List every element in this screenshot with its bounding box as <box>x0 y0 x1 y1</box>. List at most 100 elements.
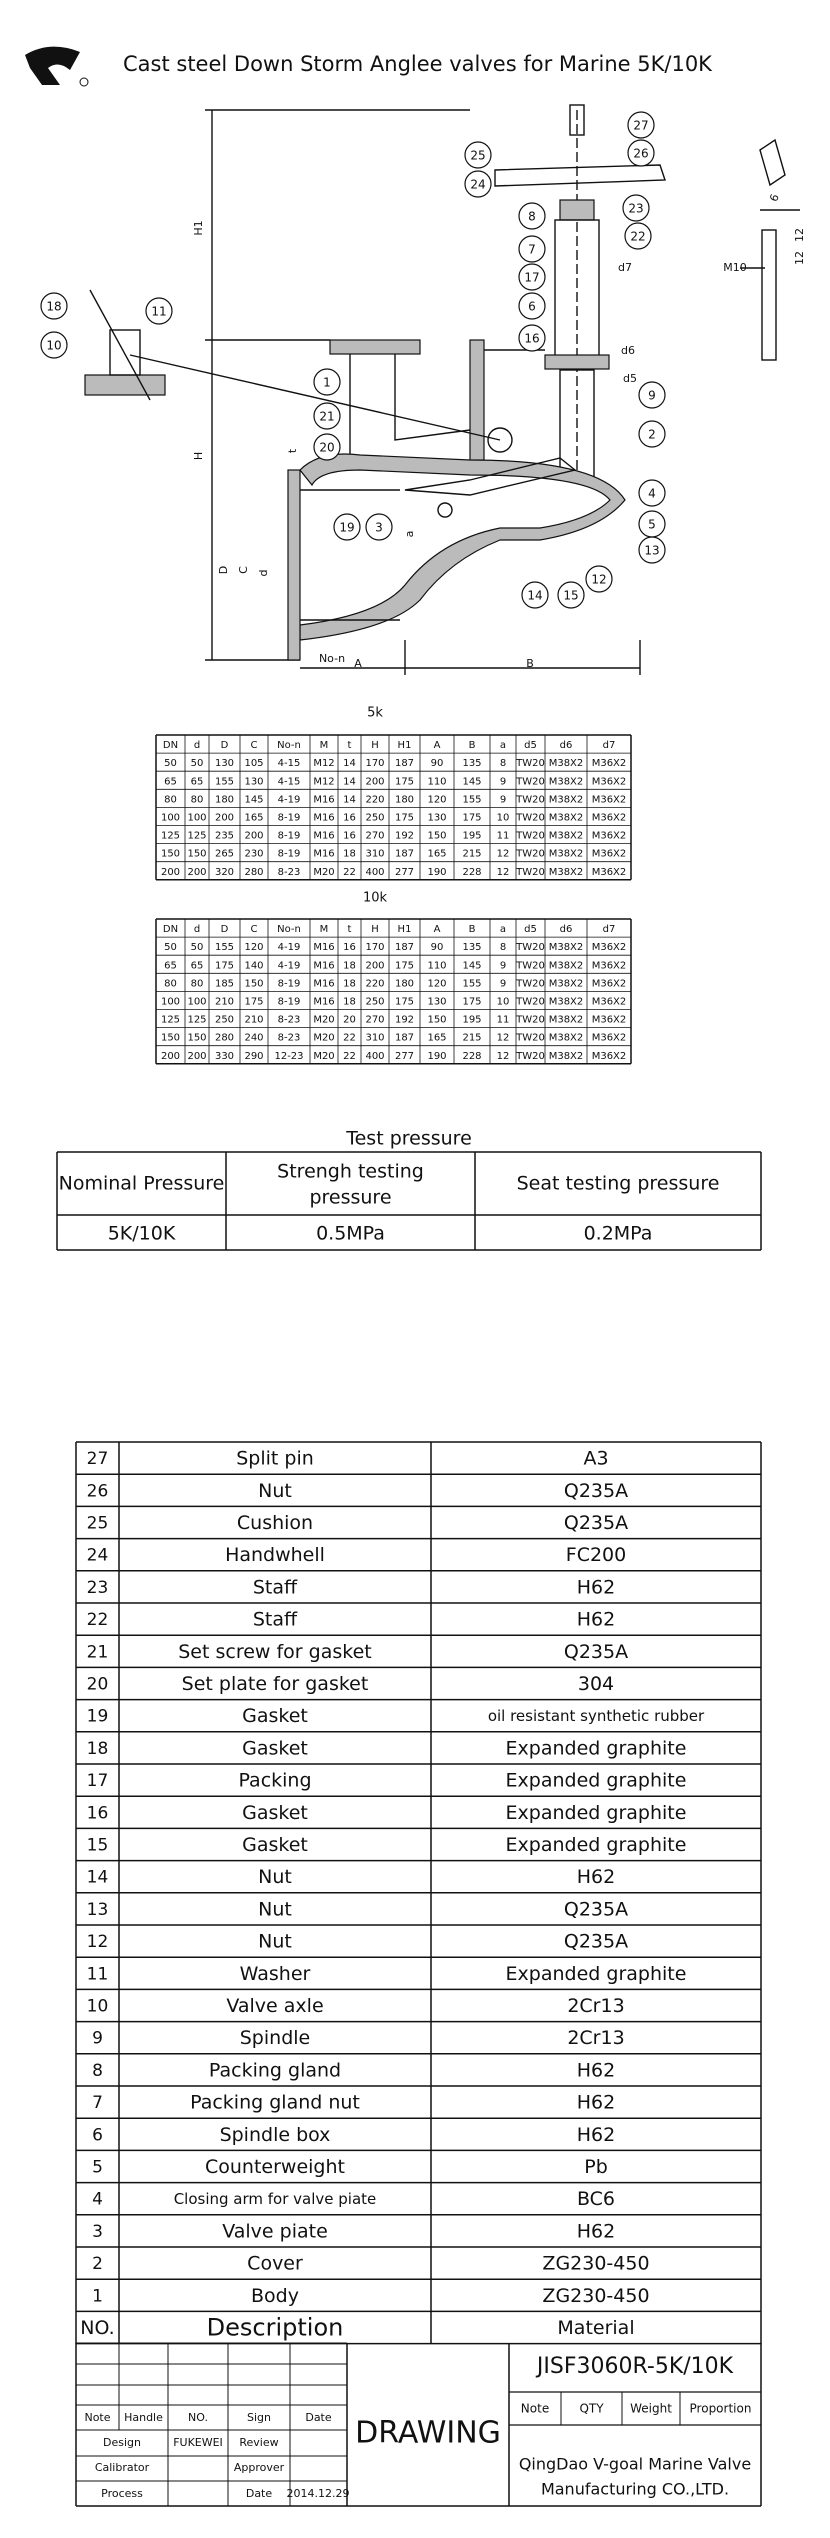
cell-text: Expanded graphite <box>506 1770 687 1792</box>
cell-text: 100 <box>187 812 206 823</box>
cell-text: 210 <box>244 1015 263 1026</box>
callout-number: 14 <box>527 589 542 603</box>
cell-text: 3 <box>92 2222 103 2242</box>
cell-text: 24 <box>87 1546 109 1566</box>
cell-text: 155 <box>215 776 234 787</box>
cell-text: 18 <box>343 849 356 860</box>
cell-text: 120 <box>427 978 446 989</box>
cell-text: 6 <box>92 2125 103 2145</box>
callout-circle <box>313 433 341 461</box>
cell-text: 175 <box>215 960 234 971</box>
cell-text: 130 <box>244 776 263 787</box>
table-label: 10k <box>363 891 388 906</box>
cell-text: 8 <box>500 942 506 953</box>
cell-text: Review <box>239 2436 278 2449</box>
cell-text: 20 <box>87 1675 109 1695</box>
cell-text: 175 <box>462 996 481 1007</box>
cell-text: M36X2 <box>592 996 627 1007</box>
cell-text: 200 <box>215 812 234 823</box>
callout-circle <box>557 581 585 609</box>
cell-text: 4-15 <box>278 758 301 769</box>
cell-text: 145 <box>462 776 481 787</box>
cell-text: 220 <box>365 978 384 989</box>
column-header: Material <box>557 2317 634 2339</box>
cell-text: H62 <box>577 1866 615 1888</box>
cell-text: M38X2 <box>549 758 584 769</box>
cell-text: 304 <box>578 1673 614 1695</box>
cell-text: 270 <box>365 1015 384 1026</box>
cell-text: M36X2 <box>592 1051 627 1062</box>
column-header: pressure <box>309 1187 391 1209</box>
cell-text: 16 <box>343 812 356 823</box>
cell-text: 265 <box>215 849 234 860</box>
cell-text: 250 <box>365 812 384 823</box>
callout-circle <box>585 565 613 593</box>
cell-text: Proportion <box>690 2402 752 2416</box>
column-header: Strengh testing <box>277 1161 424 1183</box>
cell-text: 18 <box>343 960 356 971</box>
cell-text: 187 <box>395 942 414 953</box>
cell-text: 16 <box>343 831 356 842</box>
cell-text: 8 <box>500 758 506 769</box>
cell-text: 150 <box>187 1033 206 1044</box>
cell-text: Nut <box>258 1898 292 1920</box>
cell-text: 18 <box>343 996 356 1007</box>
cell-text: FC200 <box>566 1544 626 1566</box>
cell-text: M38X2 <box>549 776 584 787</box>
cell-text: 22 <box>343 867 356 878</box>
cell-text: 12 <box>497 1051 510 1062</box>
cell-text: 165 <box>427 849 446 860</box>
cell-text: 2014.12.29 <box>287 2487 350 2500</box>
column-header: t <box>348 924 352 935</box>
callout-number: 18 <box>46 300 61 314</box>
callout-number: 6 <box>528 300 536 314</box>
cell-text: M16 <box>313 812 334 823</box>
cell-text: TW20 <box>515 849 545 860</box>
cell-text: M16 <box>313 942 334 953</box>
cell-text: oil resistant synthetic rubber <box>488 1707 705 1725</box>
cell-text: 22 <box>343 1033 356 1044</box>
cell-text: Sign <box>247 2411 271 2424</box>
cell-text: Gasket <box>242 1705 308 1727</box>
cell-text: M16 <box>313 978 334 989</box>
cell-text: 145 <box>462 960 481 971</box>
cell-text: 180 <box>215 794 234 805</box>
cell-text: M36X2 <box>592 942 627 953</box>
cell-text: 8-23 <box>278 1015 301 1026</box>
column-header: d6 <box>560 924 573 935</box>
cell-text: TW20 <box>515 1015 545 1026</box>
callout-number: 1 <box>323 376 331 390</box>
cell-text: A3 <box>583 1448 608 1470</box>
cell-text: M38X2 <box>549 942 584 953</box>
callout-number: 27 <box>633 119 648 133</box>
cell-text: 130 <box>427 996 446 1007</box>
cell-text: H62 <box>577 2220 615 2242</box>
cell-text: H62 <box>577 2059 615 2081</box>
cell-text: TW20 <box>515 831 545 842</box>
column-header: NO. <box>80 2317 114 2339</box>
cell-text: Spindle <box>240 2027 310 2049</box>
cell-text: H62 <box>577 2124 615 2146</box>
cell-text: 228 <box>462 1051 481 1062</box>
cell-text: 5 <box>92 2158 103 2178</box>
cell-text: ZG230-450 <box>542 2253 649 2275</box>
cell-text: Cover <box>247 2253 303 2275</box>
cell-text: 10 <box>497 812 510 823</box>
column-header: DN <box>163 740 178 751</box>
cell-text: 228 <box>462 867 481 878</box>
callout-number: 22 <box>630 230 645 244</box>
cell-text: 150 <box>187 849 206 860</box>
cell-text: Closing arm for valve piate <box>174 2190 377 2208</box>
cell-text: M20 <box>313 1051 334 1062</box>
cell-text: Expanded graphite <box>506 1802 687 1824</box>
cell-text: Design <box>103 2436 141 2449</box>
cell-text: 2Cr13 <box>567 1995 624 2017</box>
cell-text: Q235A <box>564 1931 628 1953</box>
column-header: D <box>221 740 229 751</box>
column-header: Seat testing pressure <box>517 1173 720 1195</box>
cell-text: 8-19 <box>278 978 301 989</box>
dimension-label: 6 <box>767 192 782 203</box>
cell-text: 150 <box>161 1033 180 1044</box>
callout-circle <box>313 402 341 430</box>
